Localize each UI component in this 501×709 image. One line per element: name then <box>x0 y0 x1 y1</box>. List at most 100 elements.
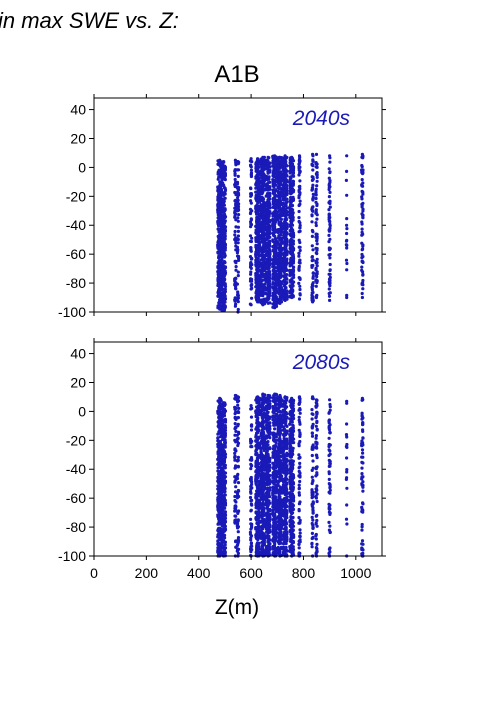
data-point <box>328 185 332 189</box>
data-point <box>298 258 302 262</box>
data-point <box>249 165 253 169</box>
data-point <box>223 409 227 413</box>
data-point <box>291 284 295 288</box>
data-point <box>263 396 267 400</box>
data-point <box>262 400 266 404</box>
data-point <box>262 493 266 497</box>
data-point <box>344 178 348 182</box>
data-point <box>249 272 253 276</box>
data-point <box>223 246 227 250</box>
data-point <box>237 410 241 415</box>
data-point <box>233 229 237 234</box>
data-point <box>250 498 254 502</box>
data-point <box>256 418 260 422</box>
data-point <box>237 258 241 262</box>
data-point <box>285 293 289 297</box>
data-point <box>223 546 227 550</box>
data-point <box>327 176 331 180</box>
data-point <box>311 230 315 234</box>
data-point <box>315 171 319 175</box>
data-point <box>298 169 302 173</box>
data-point <box>236 416 240 420</box>
data-point <box>315 242 319 246</box>
data-point <box>291 215 295 220</box>
data-point <box>268 402 272 406</box>
data-point <box>327 208 331 212</box>
data-point <box>268 252 272 256</box>
data-point <box>223 290 227 294</box>
data-point <box>262 155 266 159</box>
data-point <box>268 273 272 277</box>
data-point <box>292 174 296 178</box>
data-point <box>223 443 227 447</box>
data-point <box>278 244 283 248</box>
data-point <box>279 183 283 187</box>
data-point <box>311 154 315 158</box>
data-point <box>361 184 365 188</box>
data-point <box>237 160 241 164</box>
data-point <box>273 249 277 253</box>
data-point <box>259 450 263 454</box>
data-point <box>233 296 237 300</box>
data-point <box>223 269 227 273</box>
data-point <box>223 520 228 524</box>
data-point <box>298 165 302 169</box>
data-point <box>249 223 254 227</box>
data-point <box>297 251 301 255</box>
data-point <box>310 234 314 238</box>
data-point <box>266 440 270 444</box>
data-point <box>285 164 289 168</box>
data-point <box>261 197 266 201</box>
data-point <box>255 451 259 455</box>
data-point <box>249 502 253 506</box>
data-point <box>249 467 253 471</box>
data-point <box>234 406 238 410</box>
data-point <box>291 248 296 252</box>
data-point <box>261 190 265 194</box>
data-point <box>310 220 314 224</box>
data-point <box>311 290 315 295</box>
data-point <box>361 209 365 213</box>
data-point <box>223 510 227 514</box>
data-point <box>291 254 295 258</box>
data-point <box>291 259 296 263</box>
data-point <box>236 216 240 220</box>
data-point <box>315 217 319 221</box>
data-point <box>285 249 289 253</box>
data-point <box>314 210 318 214</box>
data-point <box>235 476 240 481</box>
data-point <box>234 218 238 222</box>
data-point <box>315 165 319 169</box>
data-point <box>283 194 287 198</box>
data-point <box>345 238 349 242</box>
data-point <box>275 174 279 178</box>
data-point <box>249 249 253 253</box>
data-point <box>234 449 238 453</box>
data-point <box>298 187 302 191</box>
data-point <box>222 449 227 454</box>
data-point <box>274 287 278 291</box>
data-point <box>345 227 349 231</box>
data-point <box>234 225 238 229</box>
data-point <box>223 284 228 289</box>
data-point <box>298 184 302 188</box>
data-point <box>327 213 331 217</box>
data-point <box>263 524 267 529</box>
data-point <box>315 238 319 242</box>
data-point <box>311 192 315 196</box>
data-point <box>257 493 261 497</box>
data-point <box>328 281 332 285</box>
data-point <box>249 284 253 288</box>
data-point <box>327 287 331 291</box>
data-point <box>361 171 365 175</box>
data-point <box>223 300 227 304</box>
data-point <box>223 452 228 456</box>
data-point <box>279 217 283 221</box>
data-point <box>257 547 261 551</box>
data-point <box>236 207 241 211</box>
y-tick-label: -80 <box>66 275 86 291</box>
data-point <box>220 255 224 259</box>
data-point <box>234 464 238 468</box>
data-point <box>360 222 364 226</box>
data-point <box>360 227 364 231</box>
